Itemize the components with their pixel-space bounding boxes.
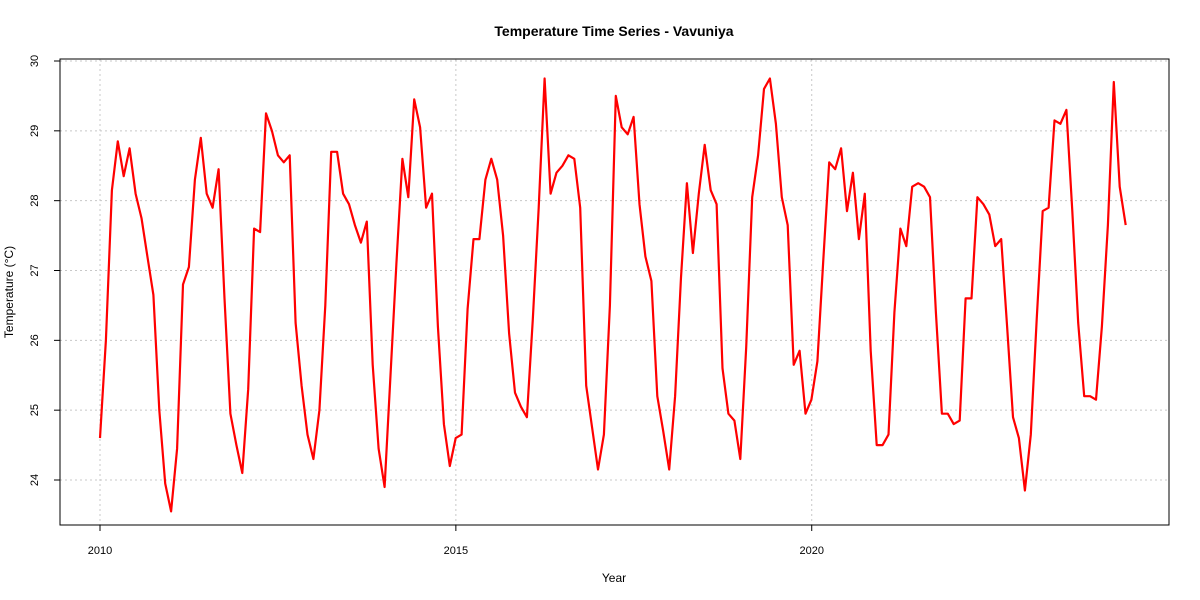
y-axis: 24 25 26 27 28 29 30 bbox=[29, 55, 60, 486]
x-tick-label: 2010 bbox=[88, 545, 112, 557]
x-tick-label: 2020 bbox=[799, 545, 823, 557]
y-tick-label: 28 bbox=[29, 195, 41, 207]
plot-frame bbox=[59, 58, 1170, 526]
y-tick-label: 24 bbox=[29, 474, 41, 486]
chart-title: Temperature Time Series - Vavuniya bbox=[494, 23, 733, 39]
y-tick-label: 26 bbox=[29, 334, 41, 346]
y-tick-label: 30 bbox=[29, 55, 41, 67]
y-tick-label: 27 bbox=[29, 264, 41, 276]
series-line bbox=[98, 77, 1127, 513]
y-tick-label: 25 bbox=[29, 404, 41, 416]
y-axis-label: Temperature (°C) bbox=[2, 246, 16, 338]
x-axis-label: Year bbox=[602, 571, 626, 585]
series bbox=[98, 77, 1127, 513]
x-axis: 2010 2015 2020 bbox=[88, 525, 824, 557]
x-tick-label: 2015 bbox=[444, 545, 468, 557]
y-tick-label: 29 bbox=[29, 125, 41, 137]
